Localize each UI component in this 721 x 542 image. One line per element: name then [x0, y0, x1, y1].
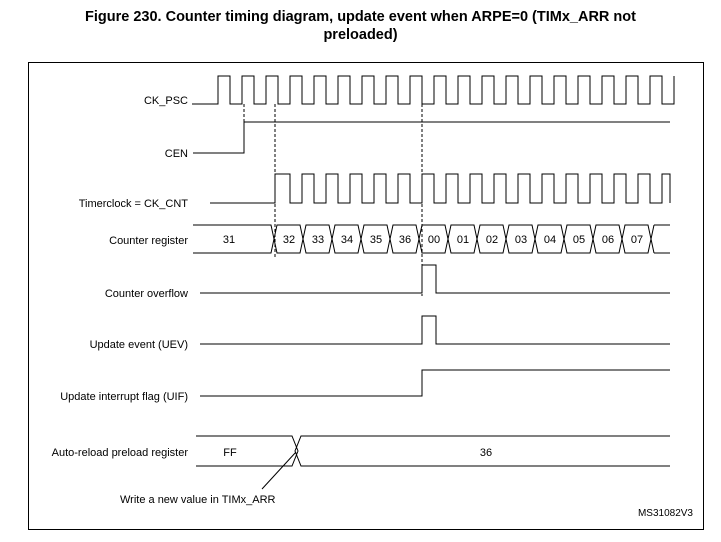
waveform-timer-clock [210, 173, 671, 204]
waveform-update-interrupt-flag [200, 369, 670, 397]
label-ck-psc: CK_PSC [144, 95, 188, 107]
label-cen: CEN [165, 148, 188, 160]
waveform-counter-overflow [200, 264, 670, 294]
bus-counter-register: 31 32 33 34 35 36 00 01 02 03 04 05 06 0… [193, 224, 670, 254]
figure-title-line2: preloaded) [323, 27, 398, 43]
diagram-frame [28, 62, 704, 530]
waveform-ck-psc [192, 75, 675, 105]
counter-value-6: 00 [428, 234, 440, 246]
waveform-update-event [200, 315, 670, 345]
counter-value-5: 36 [399, 234, 411, 246]
bus-auto-reload: FF 36 [196, 435, 670, 467]
counter-value-2: 33 [312, 234, 324, 246]
counter-value-10: 04 [544, 234, 556, 246]
counter-value-4: 35 [370, 234, 382, 246]
counter-value-7: 01 [457, 234, 469, 246]
label-auto-reload: Auto-reload preload register [52, 447, 189, 459]
figure-reference: MS31082V3 [638, 508, 693, 519]
figure-title: Figure 230. Counter timing diagram, upda… [0, 8, 721, 44]
bus-auto-reload-outline [196, 435, 670, 467]
annotation-leader-line [261, 451, 297, 490]
auto-reload-value-0: FF [223, 447, 237, 459]
label-update-interrupt-flag: Update interrupt flag (UIF) [60, 391, 188, 403]
counter-value-8: 02 [486, 234, 498, 246]
label-update-event: Update event (UEV) [90, 339, 188, 351]
label-counter-overflow: Counter overflow [105, 288, 188, 300]
counter-value-9: 03 [515, 234, 527, 246]
figure-title-line1: Figure 230. Counter timing diagram, upda… [85, 9, 636, 25]
waveform-cen [193, 121, 670, 154]
bus-counter-cells [273, 224, 670, 254]
counter-value-1: 32 [283, 234, 295, 246]
label-timer-clock: Timerclock = CK_CNT [79, 198, 189, 210]
counter-value-3: 34 [341, 234, 353, 246]
counter-value-12: 06 [602, 234, 614, 246]
annotation-text: Write a new value in TIMx_ARR [120, 494, 276, 506]
counter-value-13: 07 [631, 234, 643, 246]
auto-reload-value-1: 36 [480, 447, 492, 459]
label-counter-register: Counter register [109, 235, 188, 247]
counter-value-0: 31 [223, 234, 235, 246]
counter-value-11: 05 [573, 234, 585, 246]
